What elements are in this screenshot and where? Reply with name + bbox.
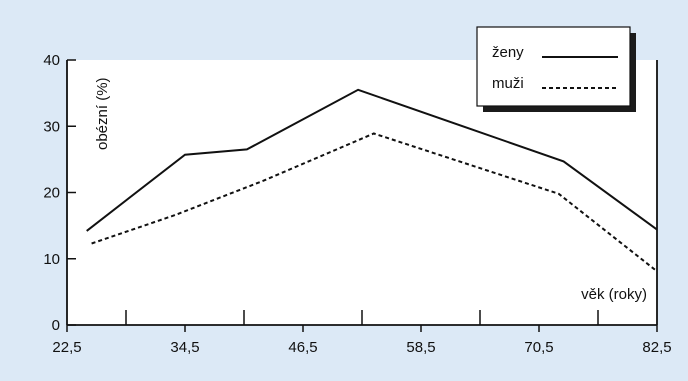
- x-tick-label-3: 58,5: [406, 339, 435, 356]
- y-axis: 0 10 20 30 40: [43, 52, 658, 334]
- x-tick-label-5: 82,5: [642, 339, 671, 356]
- x-tick-label-2: 46,5: [288, 339, 317, 356]
- legend-box: [476, 26, 631, 107]
- y-tick-label-3: 30: [43, 118, 60, 135]
- y-tick-label-0: 0: [52, 317, 60, 334]
- y-axis-title: obézní (%): [94, 77, 111, 150]
- y-tick-label-4: 40: [43, 52, 60, 69]
- series-line-muzi: [91, 132, 658, 273]
- legend: ženy muži: [476, 26, 636, 112]
- series-line-zeny: [86, 88, 658, 232]
- axis-titles: obézní (%) věk (roky): [94, 77, 647, 303]
- x-tick-label-4: 70,5: [524, 339, 553, 356]
- y-tick-label-2: 20: [43, 185, 60, 202]
- x-axis-title: věk (roky): [581, 286, 647, 303]
- legend-label-zeny: ženy: [492, 44, 524, 61]
- x-tick-label-0: 22,5: [52, 339, 81, 356]
- legend-label-muzi: muži: [492, 75, 524, 92]
- x-axis: 22,5 34,5 46,5 58,5 70,5 82,5: [52, 310, 672, 356]
- series-layer: [86, 88, 658, 273]
- y-tick-label-1: 10: [43, 251, 60, 268]
- x-tick-label-1: 34,5: [170, 339, 199, 356]
